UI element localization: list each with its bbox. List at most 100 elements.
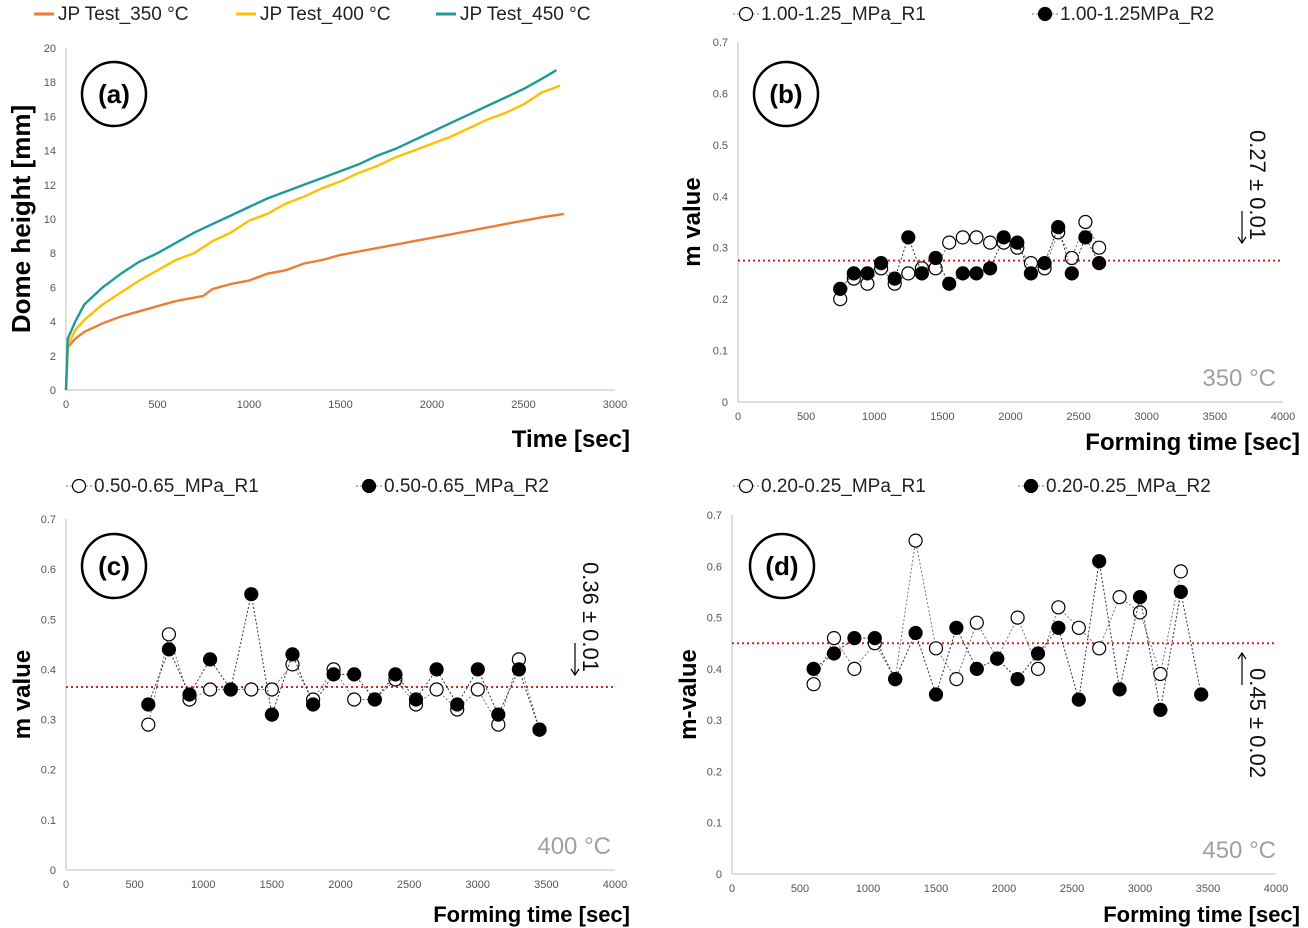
y-tick-label: 0.3 — [41, 715, 56, 727]
data-point — [955, 230, 970, 245]
data-point — [450, 697, 465, 712]
data-point — [1051, 600, 1066, 615]
x-tick-label: 0 — [63, 879, 69, 891]
x-tick-label: 1500 — [930, 411, 954, 423]
data-point — [244, 682, 259, 697]
legend-entry: 0.20-0.25_MPa_R2 — [1046, 476, 1211, 497]
y-tick-label: 0.6 — [41, 564, 56, 576]
x-tick-label: 2500 — [511, 399, 535, 411]
data-point — [982, 261, 998, 276]
y-tick-label: 16 — [44, 111, 56, 123]
x-axis-title: Time [sec] — [512, 426, 630, 453]
x-tick-label: 3500 — [1203, 411, 1227, 423]
y-tick-label: 14 — [44, 146, 56, 158]
data-point — [347, 667, 362, 682]
data-point — [887, 271, 902, 286]
y-axis-title: m-value — [675, 649, 702, 740]
y-tick-label: 0.1 — [41, 815, 56, 827]
x-tick-label: 3000 — [1128, 883, 1152, 895]
legend-marker — [1037, 6, 1053, 22]
x-tick-label: 3500 — [1196, 883, 1220, 895]
data-point — [141, 717, 156, 732]
x-tick-label: 2000 — [328, 879, 352, 891]
data-point — [867, 630, 882, 646]
x-tick-label: 2500 — [397, 879, 421, 891]
y-axis-title: Dome height [mm] — [6, 105, 36, 333]
y-tick-label: 6 — [50, 282, 56, 294]
y-tick-label: 0.6 — [707, 561, 722, 573]
data-point — [306, 697, 321, 712]
x-tick-label: 1500 — [328, 399, 352, 411]
data-point — [901, 230, 916, 245]
x-tick-label: 3000 — [466, 879, 490, 891]
data-point — [949, 620, 964, 635]
data-point — [969, 230, 984, 245]
data-point — [846, 266, 861, 281]
chart-panel-d: 0 500 1000 1500 2000 2500 3000 3500 400000.10.20… — [675, 476, 1300, 927]
legend-marker — [738, 6, 754, 22]
data-point — [1194, 687, 1209, 702]
data-point — [1092, 641, 1107, 656]
data-point — [511, 662, 527, 677]
series-connector-1 — [813, 561, 1202, 710]
y-tick-label: 0 — [50, 865, 56, 877]
x-tick-label: 2000 — [998, 411, 1022, 423]
chart-panel-c: 0 500 1000 1500 2000 2500 3000 3500 4000 0 0.1 0.2 0… — [9, 476, 630, 927]
data-point — [1173, 564, 1188, 579]
data-point — [347, 692, 362, 707]
mean-annotation: 0.36 ± 0.01 — [578, 562, 603, 672]
y-tick-label: 0.3 — [707, 715, 722, 727]
data-point — [223, 682, 238, 697]
annotation-arrowhead — [1237, 651, 1247, 660]
x-tick-label: 500 — [125, 879, 143, 891]
y-tick-label: 0 — [50, 385, 56, 397]
y-tick-label: 0.7 — [713, 37, 728, 49]
y-tick-label: 0.5 — [41, 614, 56, 626]
data-point — [969, 615, 984, 630]
data-point — [1051, 220, 1066, 235]
data-point — [806, 677, 821, 692]
data-point — [1023, 266, 1039, 281]
x-tick-label: 1000 — [237, 399, 261, 411]
x-tick-label: 2500 — [1066, 411, 1090, 423]
x-tick-label: 1000 — [856, 883, 880, 895]
x-tick-label: 500 — [148, 399, 166, 411]
series-line-2 — [64, 69, 558, 391]
data-point — [1030, 646, 1046, 661]
y-tick-label: 0.7 — [707, 510, 722, 522]
data-point — [1010, 610, 1025, 625]
data-point — [1091, 256, 1107, 271]
data-point — [1132, 605, 1148, 620]
data-point — [161, 642, 176, 657]
data-point — [969, 661, 984, 677]
x-tick-label: 500 — [797, 411, 815, 423]
data-point — [470, 662, 485, 677]
data-point — [847, 630, 862, 646]
data-point — [908, 625, 923, 641]
data-point — [264, 682, 279, 697]
data-point — [996, 230, 1011, 245]
x-axis-title: Forming time [sec] — [1103, 902, 1300, 927]
data-point — [1112, 589, 1127, 605]
data-point — [264, 707, 279, 722]
data-point — [908, 533, 923, 548]
x-tick-label: 2000 — [420, 399, 444, 411]
x-tick-label: 4000 — [1271, 411, 1295, 423]
mean-annotation: 0.45 ± 0.02 — [1245, 668, 1270, 778]
y-tick-label: 0.6 — [713, 88, 728, 100]
data-point — [1078, 230, 1093, 245]
data-point — [914, 266, 930, 281]
legend-entry: JP Test_350 °C — [58, 4, 188, 25]
y-tick-label: 0.7 — [41, 514, 56, 526]
mean-annotation: 0.27 ± 0.01 — [1245, 130, 1270, 240]
y-tick-label: 10 — [44, 214, 56, 226]
x-tick-label: 2000 — [992, 883, 1016, 895]
data-point — [990, 651, 1005, 666]
y-tick-label: 0 — [716, 869, 722, 881]
y-axis-title: m value — [679, 177, 706, 266]
legend-entry: 1.00-1.25_MPa_R1 — [761, 4, 926, 25]
data-point — [969, 266, 984, 281]
data-point — [1051, 620, 1066, 635]
legend-entry: JP Test_450 °C — [460, 4, 590, 25]
legend-entry: JP Test_400 °C — [260, 4, 390, 25]
